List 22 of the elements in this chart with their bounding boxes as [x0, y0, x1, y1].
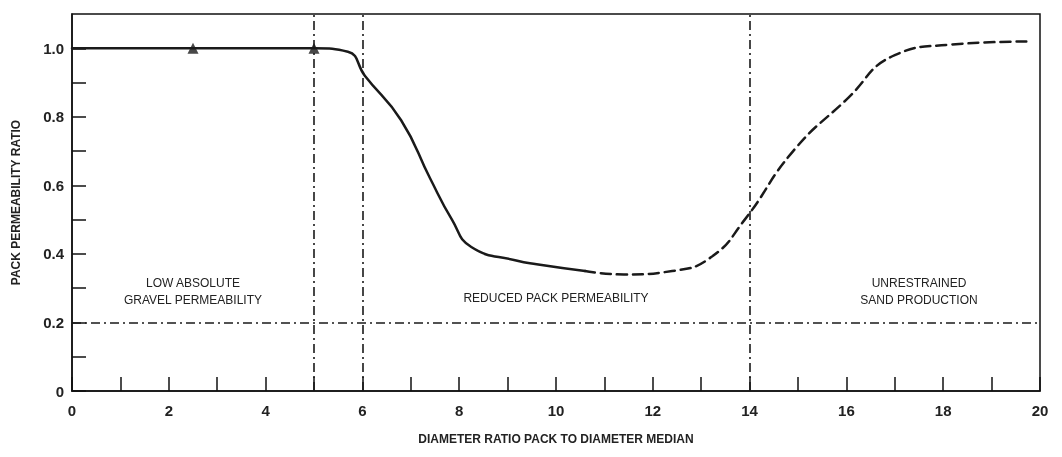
- y-tick-label: 0.2: [43, 313, 64, 331]
- x-tick-label: 10: [547, 402, 565, 419]
- x-tick-label: 12: [644, 402, 662, 419]
- x-tick-label: 2: [164, 402, 173, 419]
- x-tick-label: 8: [455, 402, 464, 419]
- annotation: REDUCED PACK PERMEABILITY: [463, 291, 649, 306]
- x-tick-label: 6: [358, 402, 367, 419]
- x-tick-label: 16: [838, 402, 855, 419]
- x-tick-label: 4: [261, 402, 271, 419]
- y-axis-title: PACK PERMEABILITY RATIO: [9, 119, 23, 286]
- y-tick-label: 0: [55, 382, 64, 400]
- x-tick-label: 18: [934, 402, 952, 419]
- annotation: UNRESTRAINED SAND PRODUCTION: [860, 276, 978, 308]
- y-tick-label: 0.8: [43, 108, 64, 126]
- y-tick-label: 1.0: [43, 39, 64, 57]
- x-axis-title: DIAMETER RATIO PACK TO DIAMETER MEDIAN: [418, 432, 694, 446]
- annotation: LOW ABSOLUTE GRAVEL PERMEABILITY: [123, 276, 263, 308]
- x-tick-label: 0: [67, 402, 77, 419]
- x-tick-label: 20: [1031, 402, 1049, 419]
- x-tick-label: 14: [741, 402, 759, 419]
- y-tick-label: 0.4: [43, 245, 65, 263]
- y-tick-label: 0.6: [43, 176, 64, 194]
